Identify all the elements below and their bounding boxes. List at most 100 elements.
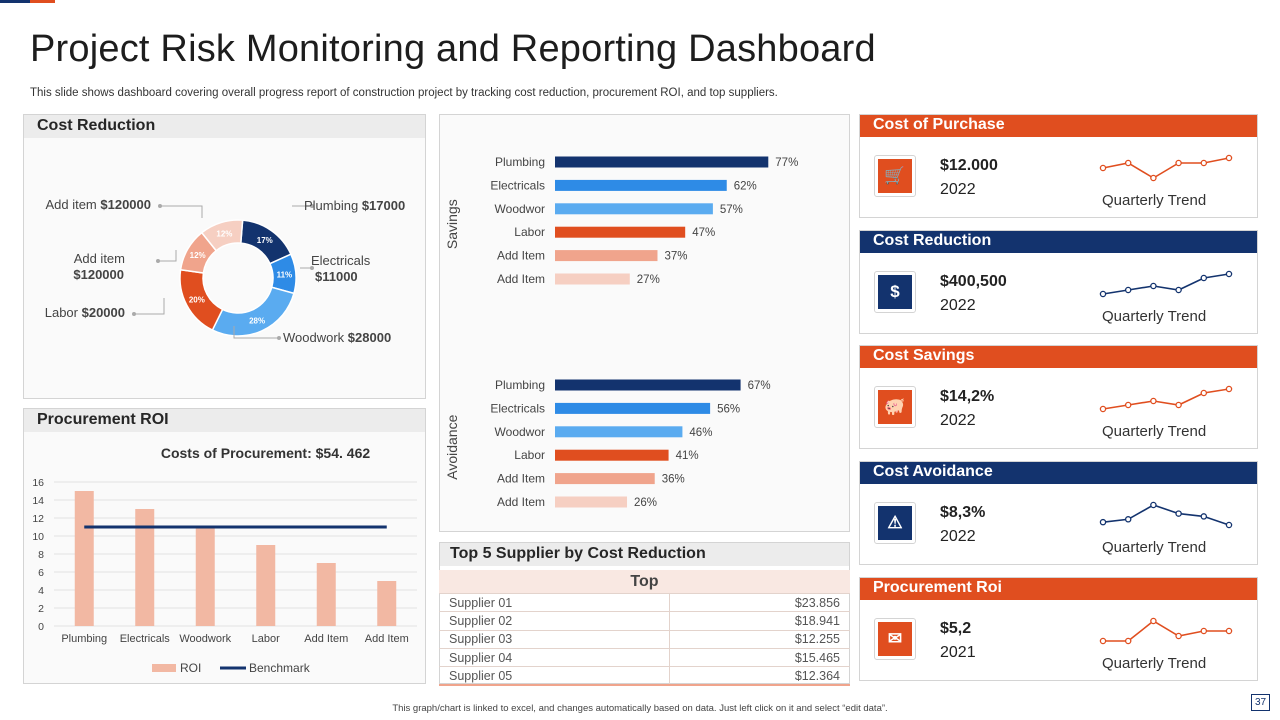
- bar[interactable]: [555, 496, 628, 508]
- sparkline-point: [1150, 174, 1157, 182]
- bar[interactable]: [555, 473, 655, 485]
- kpi-year: 2022: [940, 412, 976, 429]
- kpi-value: $14,2%: [940, 388, 995, 405]
- table-row[interactable]: Supplier 01 $23.856: [439, 592, 850, 612]
- y-tick-label: 16: [32, 477, 44, 489]
- kpi-year: 2022: [940, 181, 976, 198]
- donut-pct-label: 12%: [190, 251, 206, 260]
- sparkline-point: [1099, 518, 1107, 526]
- savings-avoidance-bar-chart[interactable]: Savings Plumbing 77% Electricals 62% Woodwor 5…: [440, 115, 849, 531]
- y-tick-label: 0: [38, 621, 44, 633]
- page-subtitle: This slide shows dashboard covering over…: [30, 87, 778, 99]
- table-row[interactable]: Supplier 04 $15.465: [439, 647, 850, 667]
- donut-slice[interactable]: [200, 219, 244, 252]
- sparkline-point: [1124, 159, 1132, 167]
- kpi-trend-label: Quarterly Trend: [1102, 192, 1207, 209]
- bar[interactable]: [555, 203, 713, 215]
- callout-line: [134, 298, 165, 315]
- bar[interactable]: [555, 179, 727, 191]
- callout-line: [160, 205, 203, 218]
- kpi-card-procurement-roi[interactable]: Procurement Roi ✉ $5,2 2021 Quarterly Tr…: [859, 577, 1258, 681]
- bar[interactable]: [555, 273, 630, 285]
- bar[interactable]: [555, 379, 741, 391]
- sparkline-point: [1175, 286, 1182, 294]
- procurement-roi-chart[interactable]: 0 2 4 6 8 10 12 14 16 Plumbing Electricals Woodwork…: [24, 461, 425, 683]
- bar[interactable]: [555, 156, 769, 168]
- callout-dot: [310, 266, 314, 270]
- y-tick-label: 2: [38, 603, 44, 615]
- sparkline-point: [1225, 521, 1233, 529]
- kpi-card-cost-avoidance[interactable]: Cost Avoidance ⚠ $8,3% 2022 Quarterly Tr…: [859, 461, 1258, 565]
- sparkline-point: [1200, 159, 1208, 167]
- top-accent-navy: [0, 0, 30, 3]
- sparkline-point: [1124, 516, 1132, 523]
- kpi-card-cost-savings[interactable]: Cost Savings 🐖 $14,2% 2022 Quarterly Tre…: [859, 345, 1258, 449]
- kpi-year: 2022: [940, 528, 976, 545]
- donut-pct-label: 20%: [189, 296, 205, 305]
- sparkline-line: [1103, 620, 1229, 642]
- table-row[interactable]: Supplier 02 $18.941: [439, 611, 850, 631]
- kpi-title: Cost Reduction: [860, 231, 1257, 253]
- kpi-value: $8,3%: [940, 504, 986, 521]
- page-number: 37: [1251, 694, 1270, 711]
- table-row[interactable]: Supplier 05 $12.364: [439, 666, 850, 685]
- procurement-roi-panel: Procurement ROI Costs of Procurement: $5…: [23, 408, 426, 684]
- roi-bar[interactable]: [195, 527, 215, 626]
- supplier-amount: $12.255: [668, 629, 850, 649]
- supplier-amount: $18.941: [668, 611, 850, 631]
- kpi-year: 2021: [940, 644, 976, 661]
- sparkline-point: [1200, 389, 1208, 397]
- sparkline-point: [1225, 385, 1233, 393]
- cost-reduction-donut-chart[interactable]: 17% 11% 28% 20% 12% 12% Plumbing $17000 Electri…: [24, 138, 425, 398]
- sparkline-point: [1175, 510, 1182, 517]
- roi-bar[interactable]: [316, 563, 336, 626]
- kpi-card-cost-reduction[interactable]: Cost Reduction $ $400,500 2022 Quarterly…: [859, 230, 1258, 334]
- sparkline-point: [1150, 617, 1157, 625]
- category-label: Plumbing: [495, 378, 545, 392]
- category-label: Electricals: [490, 401, 545, 415]
- category-label: Woodwor: [495, 202, 545, 216]
- slice-label: Add item: [74, 251, 125, 266]
- sparkline-point: [1124, 637, 1132, 645]
- kpi-trend-label: Quarterly Trend: [1102, 655, 1207, 672]
- bar-value-label: 67%: [748, 380, 771, 392]
- cart-icon: 🛒: [874, 155, 916, 197]
- donut-slice[interactable]: [211, 286, 295, 337]
- sparkline-point: [1175, 632, 1182, 640]
- table-row[interactable]: Supplier 03 $12.255: [439, 629, 850, 649]
- bar[interactable]: [555, 426, 683, 438]
- category-label: Labor: [514, 225, 545, 239]
- bar[interactable]: [555, 449, 669, 461]
- roi-bar[interactable]: [135, 509, 155, 626]
- sparkline-point: [1124, 401, 1132, 409]
- roi-bar[interactable]: [74, 491, 94, 626]
- kpi-trend-label: Quarterly Trend: [1102, 308, 1207, 325]
- kpi-card-cost-of-purchase[interactable]: Cost of Purchase 🛒 $12.000 2022 Quarterl…: [859, 114, 1258, 218]
- supplier-amount: $23.856: [668, 592, 850, 612]
- bar[interactable]: [555, 402, 711, 414]
- footer-note: This graph/chart is linked to excel, and…: [392, 703, 888, 714]
- roi-bar[interactable]: [377, 581, 397, 626]
- sparkline-point: [1200, 513, 1208, 520]
- kpi-sparkline: [1099, 501, 1233, 529]
- bar-value-label: 36%: [662, 474, 685, 486]
- procurement-subtitle: Costs of Procurement: $54. 462: [160, 445, 371, 461]
- bar[interactable]: [555, 226, 686, 238]
- bar-value-label: 26%: [634, 497, 657, 509]
- roi-bar[interactable]: [256, 545, 276, 626]
- donut-pct-label: 12%: [216, 230, 232, 239]
- savings-avoidance-panel: Savings Plumbing 77% Electricals 62% Woodwor 5…: [439, 114, 850, 532]
- sparkline-line: [1102, 388, 1230, 410]
- sparkline-point: [1225, 154, 1233, 162]
- sparkline-line: [1102, 273, 1230, 295]
- legend-label-benchmark: Benchmark: [249, 661, 311, 675]
- y-tick-label: 6: [38, 567, 44, 579]
- bar-value-label: 47%: [692, 227, 715, 239]
- x-tick-label: Plumbing: [61, 633, 107, 645]
- slice-amount: $11000: [315, 269, 358, 284]
- bar[interactable]: [555, 250, 658, 262]
- category-label: Electricals: [490, 178, 545, 192]
- series-axis-label: Avoidance: [444, 414, 460, 479]
- kpi-title: Cost of Purchase: [860, 115, 1257, 137]
- legend-label-roi: ROI: [180, 661, 201, 675]
